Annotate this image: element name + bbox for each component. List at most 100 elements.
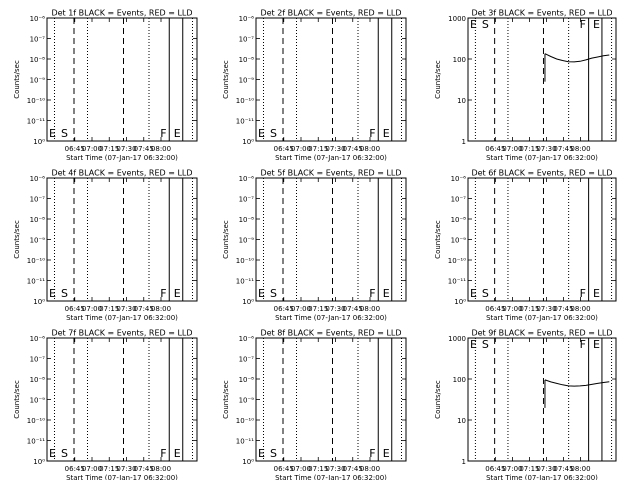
y-tick-label: 10⁻⁷ — [239, 356, 255, 364]
y-tick-label: 10 — [457, 417, 466, 425]
marker-letter-e: E — [258, 287, 265, 300]
chart-panel-8: Det 8f BLACK = Events, RED = LLD 10⁻⁶ 10⁻⁷… — [222, 329, 407, 480]
y-tick-label: 10⁻¹⁰ — [27, 97, 45, 105]
x-tick-label: 06:45 — [485, 145, 505, 153]
x-tick-label: 06:45 — [274, 145, 294, 153]
marker-letter-e: E — [174, 127, 181, 140]
series-line — [544, 379, 610, 387]
x-tick-label: 07:45 — [134, 145, 154, 153]
x-tick-label: 07:45 — [134, 465, 154, 473]
y-tick-label: 10⁻¹⁰ — [236, 257, 254, 265]
chart-title: Det 7f BLACK = Events, RED = LLD — [51, 329, 192, 338]
plot-frame — [467, 177, 617, 302]
x-tick-label: 06:45 — [485, 305, 505, 313]
x-tick-label: 07:00 — [82, 465, 102, 473]
x-tick-label: 06:45 — [485, 465, 505, 473]
marker-letter-e: E — [383, 287, 390, 300]
x-tick-label: 07:15 — [308, 145, 328, 153]
series-line — [544, 53, 610, 63]
marker-letter-f: F — [369, 447, 375, 460]
marker-letter-e: E — [593, 338, 600, 351]
y-tick-label: 10⁻⁸ — [30, 56, 46, 64]
chart-title: Det 6f BLACK = Events, RED = LLD — [471, 169, 612, 178]
x-tick-label: 07:45 — [343, 465, 363, 473]
y-axis-label: Counts/sec — [13, 220, 21, 259]
chart-panel-5: Det 5f BLACK = Events, RED = LLD 10⁻⁶ 10⁻⁷… — [222, 169, 407, 322]
marker-letter-e: E — [49, 287, 56, 300]
x-tick-label: 07:15 — [308, 305, 328, 313]
marker-letter-f: F — [160, 127, 166, 140]
marker-letter-s: S — [482, 18, 489, 31]
plot-frame — [467, 337, 617, 462]
x-tick-label: 07:30 — [116, 145, 136, 153]
x-tick-label: 08:00 — [570, 145, 590, 153]
chart-panel-2: Det 2f BLACK = Events, RED = LLD 10⁻⁶ 10⁻⁷… — [222, 9, 407, 162]
y-tick-label: 10⁻⁷ — [30, 356, 46, 364]
y-tick-label: 10⁻¹⁰ — [236, 417, 254, 425]
x-axis-label: Start Time (07-Jan-17 06:32:00) — [486, 474, 598, 480]
x-tick-label: 07:00 — [291, 465, 311, 473]
marker-letter-s: S — [482, 287, 489, 300]
marker-letter-f: F — [160, 287, 166, 300]
x-tick-label: 07:30 — [325, 305, 345, 313]
marker-letter-e: E — [174, 447, 181, 460]
y-tick-label: 10⁻⁶ — [239, 175, 255, 183]
y-tick-label: 10⁻¹¹ — [27, 438, 45, 446]
y-tick-label: 10⁻⁹ — [30, 397, 46, 405]
y-tick-label: 10⁻¹¹ — [27, 278, 45, 286]
y-tick-label: 10⁻⁹ — [30, 77, 46, 85]
x-tick-label: 08:00 — [570, 305, 590, 313]
y-tick-label: 10⁻⁹ — [239, 237, 255, 245]
y-tick-label: 10⁻¹⁰ — [448, 257, 466, 265]
y-axis-label: Counts/sec — [434, 380, 442, 419]
x-tick-label: 07:30 — [116, 305, 136, 313]
x-axis-label: Start Time (07-Jan-17 06:32:00) — [486, 314, 598, 322]
plot-frame — [46, 177, 198, 302]
marker-letter-e: E — [49, 447, 56, 460]
x-tick-label: 08:00 — [570, 465, 590, 473]
x-tick-label: 07:00 — [82, 145, 102, 153]
marker-letter-s: S — [270, 447, 277, 460]
plot-frame — [46, 337, 198, 462]
y-tick-label: 10⁻⁸ — [239, 56, 255, 64]
x-tick-label: 07:30 — [536, 145, 556, 153]
marker-letter-e: E — [470, 18, 477, 31]
x-tick-label: 08:00 — [360, 145, 380, 153]
marker-letter-s: S — [61, 447, 68, 460]
x-tick-label: 06:45 — [274, 465, 294, 473]
y-tick-label: 1 — [462, 458, 466, 466]
marker-letter-f: F — [580, 338, 586, 351]
plot-frame — [467, 17, 617, 142]
x-tick-label: 07:30 — [325, 465, 345, 473]
marker-letter-e: E — [593, 18, 600, 31]
marker-letter-f: F — [580, 287, 586, 300]
x-tick-label: 07:45 — [553, 145, 573, 153]
y-axis-label: Counts/sec — [434, 60, 442, 99]
y-tick-label: 10⁻¹¹ — [236, 278, 254, 286]
x-tick-label: 07:00 — [82, 305, 102, 313]
x-tick-label: 07:45 — [553, 465, 573, 473]
x-axis-label: Start Time (07-Jan-17 06:32:00) — [275, 474, 387, 480]
marker-letter-e: E — [258, 447, 265, 460]
marker-letter-s: S — [482, 338, 489, 351]
x-tick-label: 07:45 — [134, 305, 154, 313]
marker-letter-e: E — [383, 127, 390, 140]
marker-letter-e: E — [470, 338, 477, 351]
chart-panel-3: Det 3f BLACK = Events, RED = LLD 1000 100 1… — [434, 9, 617, 162]
chart-panel-4: Det 4f BLACK = Events, RED = LLD 10⁻⁶ 10⁻⁷… — [13, 169, 198, 322]
marker-letter-e: E — [383, 447, 390, 460]
y-tick-label: 10⁻⁸ — [451, 216, 467, 224]
x-tick-label: 07:30 — [325, 145, 345, 153]
y-tick-label: 10⁻⁷ — [451, 196, 467, 204]
plot-frame — [255, 177, 407, 302]
y-tick-label: 10⁻⁷ — [239, 36, 255, 44]
x-tick-label: 08:00 — [151, 145, 171, 153]
y-tick-label: 10⁻⁸ — [239, 216, 255, 224]
chart-title: Det 3f BLACK = Events, RED = LLD — [471, 9, 612, 18]
y-tick-label: 10⁰ — [242, 298, 254, 306]
y-tick-label: 10⁻⁹ — [451, 237, 467, 245]
x-tick-label: 06:45 — [274, 305, 294, 313]
marker-letter-e: E — [470, 287, 477, 300]
marker-letter-s: S — [270, 287, 277, 300]
y-tick-label: 10⁻⁷ — [30, 36, 46, 44]
